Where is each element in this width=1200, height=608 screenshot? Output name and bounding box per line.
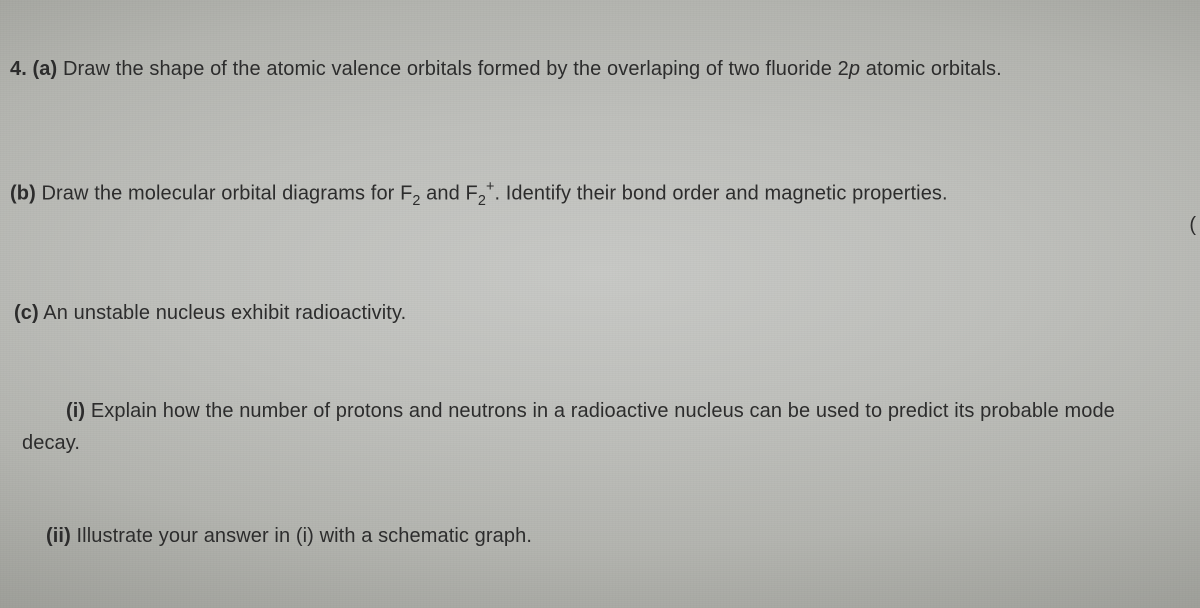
sup-4b-plus: + bbox=[486, 179, 495, 195]
question-4c-i-line2: decay. bbox=[0, 432, 1200, 455]
question-4c-i-line1: (i) Explain how the number of protons an… bbox=[0, 400, 1200, 423]
label-4a: 4. (a) bbox=[10, 58, 57, 80]
question-4b: (b) Draw the molecular orbital diagrams … bbox=[0, 180, 1200, 209]
label-4c-i: (i) bbox=[66, 400, 85, 422]
text-4b-post: . Identify their bond order and magnetic… bbox=[494, 183, 947, 205]
text-4c-i-2: decay. bbox=[22, 432, 80, 454]
label-4b: (b) bbox=[10, 183, 36, 205]
truncated-paren-4b: ( bbox=[1189, 214, 1196, 237]
label-4c-ii: (ii) bbox=[46, 525, 71, 547]
question-4c-ii: (ii) Illustrate your answer in (i) with … bbox=[0, 525, 1200, 548]
question-4a: 4. (a) Draw the shape of the atomic vale… bbox=[0, 58, 1200, 81]
text-4a-post: atomic orbitals. bbox=[860, 58, 1002, 80]
text-4b-mid: and F bbox=[421, 183, 478, 205]
text-4c-ii: Illustrate your answer in (i) with a sch… bbox=[71, 525, 532, 547]
label-4c: (c) bbox=[14, 302, 39, 324]
sub-4b-2b: 2 bbox=[478, 193, 486, 209]
text-4c: An unstable nucleus exhibit radioactivit… bbox=[39, 302, 406, 324]
text-4a-pre: Draw the shape of the atomic valence orb… bbox=[57, 58, 849, 80]
exam-question-page: 4. (a) Draw the shape of the atomic vale… bbox=[0, 0, 1200, 58]
sub-4b-2a: 2 bbox=[412, 193, 420, 209]
text-4a-2p: p bbox=[849, 58, 860, 80]
text-4b-pre: Draw the molecular orbital diagrams for … bbox=[36, 183, 413, 205]
text-4c-i-1: Explain how the number of protons and ne… bbox=[85, 400, 1115, 422]
question-4c: (c) An unstable nucleus exhibit radioact… bbox=[0, 302, 1200, 325]
